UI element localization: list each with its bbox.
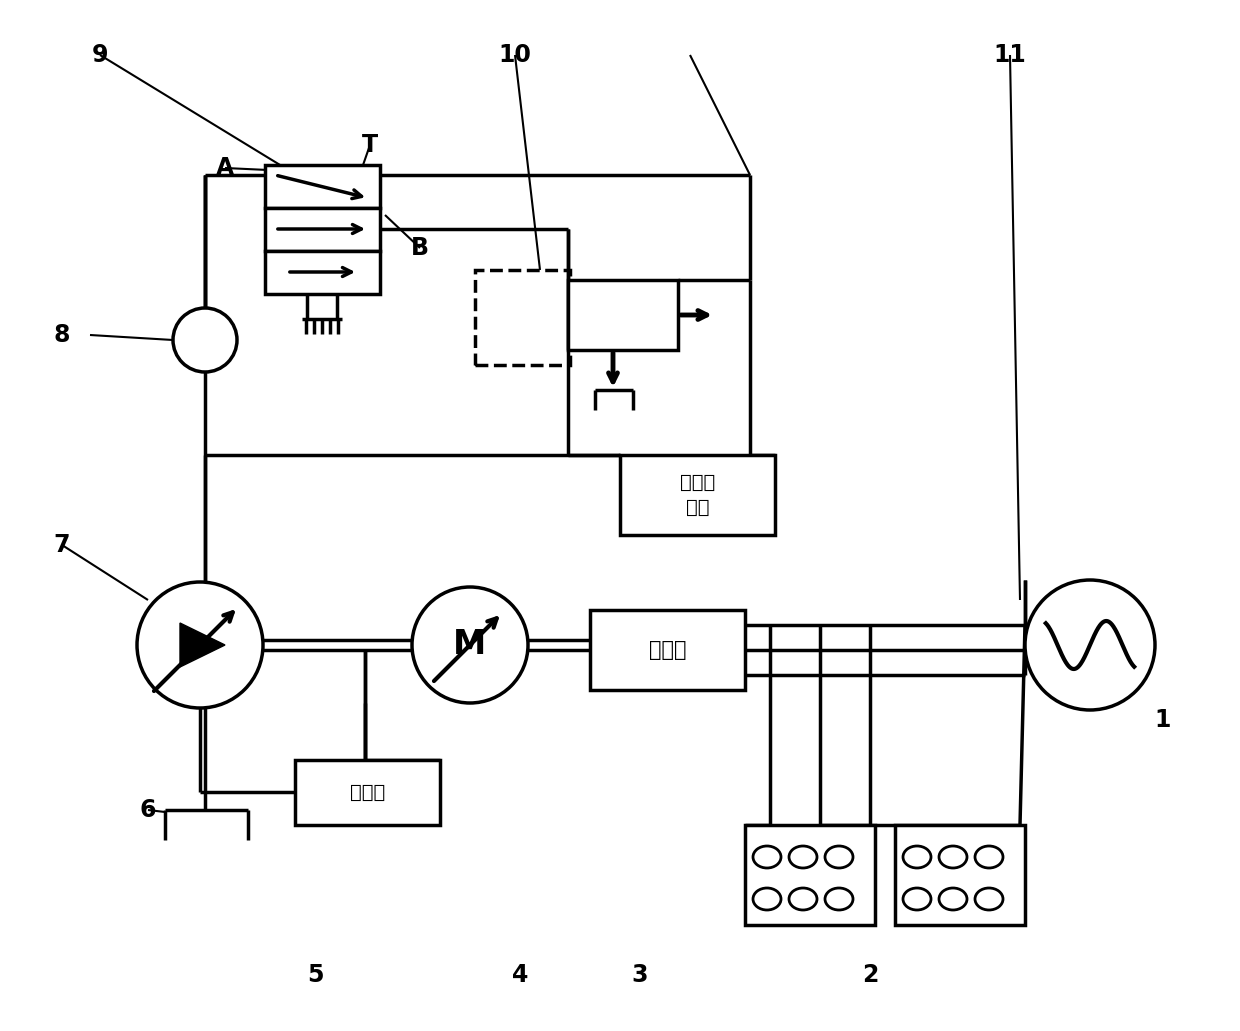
Text: 10: 10 <box>498 43 532 67</box>
Text: 4: 4 <box>512 963 528 987</box>
Text: 5: 5 <box>306 963 324 987</box>
Ellipse shape <box>975 846 1003 868</box>
Circle shape <box>136 583 263 708</box>
Bar <box>895 825 1025 925</box>
Text: 变频器: 变频器 <box>649 640 686 660</box>
Text: 编码器: 编码器 <box>350 783 386 802</box>
Bar <box>265 208 379 251</box>
Ellipse shape <box>753 888 781 910</box>
Text: 7: 7 <box>53 533 71 557</box>
Text: 3: 3 <box>631 963 649 987</box>
Text: 6: 6 <box>140 798 156 822</box>
Bar <box>295 760 440 825</box>
Ellipse shape <box>825 888 853 910</box>
Circle shape <box>174 308 237 372</box>
Ellipse shape <box>975 888 1003 910</box>
Bar <box>620 455 775 535</box>
Ellipse shape <box>825 846 853 868</box>
Bar <box>590 610 745 690</box>
Bar <box>265 165 379 208</box>
Text: 2: 2 <box>862 963 878 987</box>
Ellipse shape <box>903 846 931 868</box>
Text: 9: 9 <box>92 43 108 67</box>
Text: 11: 11 <box>993 43 1027 67</box>
Ellipse shape <box>753 846 781 868</box>
Bar <box>265 251 379 294</box>
Bar <box>568 280 678 350</box>
Polygon shape <box>180 623 224 667</box>
Ellipse shape <box>939 846 967 868</box>
Bar <box>475 270 570 365</box>
Text: 压力传
感器: 压力传 感器 <box>680 473 715 517</box>
Ellipse shape <box>789 888 817 910</box>
Ellipse shape <box>789 846 817 868</box>
Bar <box>745 825 875 925</box>
Circle shape <box>1025 580 1154 710</box>
Text: 1: 1 <box>1154 708 1172 732</box>
Text: M: M <box>454 629 486 662</box>
Circle shape <box>412 587 528 703</box>
Ellipse shape <box>903 888 931 910</box>
Text: B: B <box>410 236 429 260</box>
Text: T: T <box>362 133 378 157</box>
Ellipse shape <box>939 888 967 910</box>
Text: A: A <box>216 156 234 180</box>
Text: 8: 8 <box>53 323 71 347</box>
